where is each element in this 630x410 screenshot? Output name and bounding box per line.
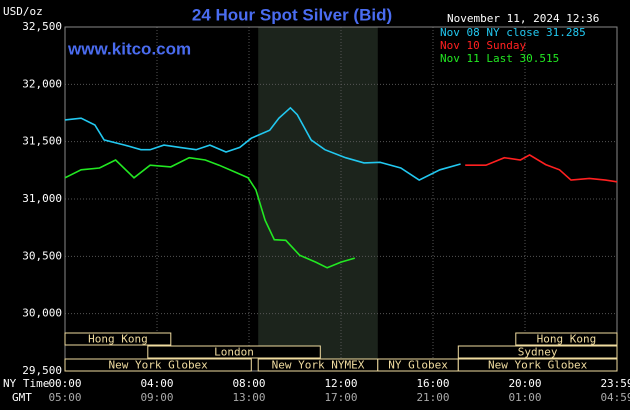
x-tick-label: 12:00: [324, 377, 357, 390]
session-bar: [64, 332, 172, 346]
session-label: New York Globex: [488, 359, 588, 372]
y-axis-label: USD/oz: [3, 5, 43, 18]
session-bar: [457, 345, 618, 359]
gmt-tick-label: 21:00: [416, 391, 449, 404]
timestamp: November 11, 2024 12:36: [447, 12, 599, 25]
session-label: New York Globex: [108, 359, 208, 372]
session-label: London: [214, 346, 254, 359]
legend-entry: Nov 08 NY close 31.285: [440, 26, 586, 39]
x2-axis-label: GMT: [12, 391, 32, 404]
chart-title: 24 Hour Spot Silver (Bid): [192, 5, 392, 24]
series-line: [64, 156, 356, 269]
x-tick-label: 23:59: [600, 377, 630, 390]
gmt-tick-label: 13:00: [232, 391, 265, 404]
website: www.kitco.com: [67, 39, 191, 58]
session-label: NY Globex: [388, 359, 448, 372]
y-tick-label: 32,500: [22, 20, 62, 33]
series-line: [465, 153, 618, 183]
session-bar: [515, 332, 618, 346]
y-tick-label: 31,000: [22, 192, 62, 205]
session-label: Sydney: [518, 346, 558, 359]
session-bar: [147, 345, 321, 359]
gmt-tick-label: 01:00: [508, 391, 541, 404]
y-tick-label: 29,500: [22, 364, 62, 377]
y-tick-label: 30,500: [22, 249, 62, 262]
session-label: New York NYMEX: [272, 359, 365, 372]
session-label: Hong Kong: [88, 333, 148, 346]
session-bar: [457, 358, 618, 372]
gmt-tick-label: 04:59: [600, 391, 630, 404]
session-label: Hong Kong: [537, 333, 597, 346]
x-tick-label: 16:00: [416, 377, 449, 390]
y-tick-label: 31,500: [22, 135, 62, 148]
gmt-tick-label: 05:00: [48, 391, 81, 404]
x-tick-label: 00:00: [48, 377, 81, 390]
series-line: [64, 106, 461, 182]
legend-entry: Nov 11 Last 30.515: [440, 52, 559, 65]
gmt-tick-label: 09:00: [140, 391, 173, 404]
x-tick-label: 04:00: [140, 377, 173, 390]
y-tick-label: 30,000: [22, 307, 62, 320]
x-tick-label: 08:00: [232, 377, 265, 390]
x-tick-label: 20:00: [508, 377, 541, 390]
x-axis-label: NY Time: [3, 377, 49, 390]
gmt-tick-label: 17:00: [324, 391, 357, 404]
y-tick-label: 32,000: [22, 77, 62, 90]
legend-entry: Nov 10 Sunday: [440, 39, 526, 52]
session-bar: [64, 358, 252, 372]
